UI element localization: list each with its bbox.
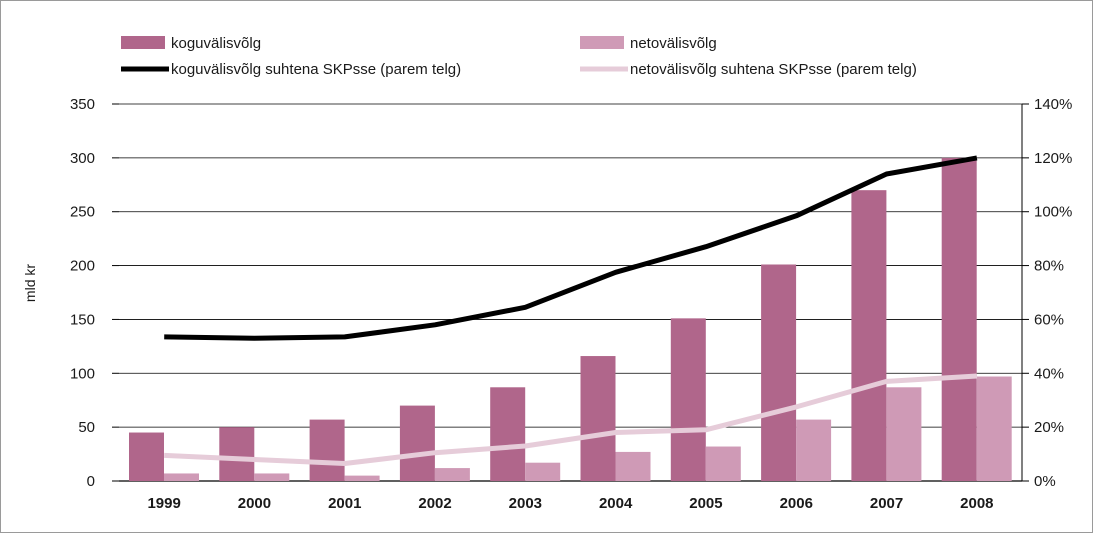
- axes: 0 50 100 150 200 250 300 350 0% 20% 40% 60% 80% 100% 1…: [70, 96, 1072, 512]
- legend-label: netovälisvõlg: [630, 35, 717, 52]
- x-tick-label: 2002: [418, 495, 451, 512]
- legend-swatch: [121, 36, 165, 49]
- bar: [129, 432, 164, 481]
- x-tick-label: 2007: [870, 495, 903, 512]
- bar: [254, 473, 290, 481]
- y2-tick-label: 40%: [1034, 365, 1064, 382]
- y-tick-label: 100: [70, 365, 95, 382]
- series-line: [164, 373, 978, 466]
- bar: [580, 356, 616, 481]
- x-tick-label: 2004: [599, 495, 633, 512]
- x-tick-label: 2000: [238, 495, 271, 512]
- x-tick-label: 2005: [689, 495, 722, 512]
- bar: [525, 462, 561, 481]
- y-tick-label: 300: [70, 150, 95, 167]
- x-tick-label: 2001: [328, 495, 361, 512]
- y-tick-label: 50: [78, 419, 95, 436]
- bar: [490, 387, 526, 481]
- y-tick-label: 150: [70, 311, 95, 328]
- bar: [761, 264, 797, 481]
- bar: [309, 419, 345, 481]
- legend-swatch: [580, 36, 624, 49]
- bar: [615, 451, 651, 481]
- legend-label: koguvälisvõlg: [171, 35, 261, 52]
- series-line: [164, 155, 978, 341]
- bar: [796, 419, 832, 481]
- bar: [399, 405, 435, 481]
- bar: [851, 190, 887, 481]
- lines: [164, 155, 978, 466]
- bar: [164, 473, 199, 481]
- y2-tick-label: 0%: [1034, 473, 1056, 490]
- y-tick-label: 250: [70, 204, 95, 221]
- x-tick-label: 2008: [960, 495, 993, 512]
- y-tick-label: 0: [87, 473, 95, 490]
- x-tick-label: 2003: [509, 495, 542, 512]
- legend-label: koguvälisvõlg suhtena SKPsse (parem telg…: [171, 61, 461, 78]
- bar: [670, 318, 706, 481]
- bar: [705, 446, 741, 481]
- legend-label: netovälisvõlg suhtena SKPsse (parem telg…: [630, 61, 917, 78]
- bar: [434, 468, 470, 481]
- y-axis-label: mld kr: [22, 264, 38, 302]
- bars: [129, 157, 1012, 481]
- bar: [219, 427, 255, 481]
- x-tick-label: 2006: [780, 495, 813, 512]
- bar: [976, 376, 1012, 481]
- bar: [886, 387, 922, 481]
- y2-tick-label: 20%: [1034, 419, 1064, 436]
- legend: koguvälisvõlg netovälisvõlg koguvälisvõlg …: [121, 35, 917, 78]
- bar: [344, 475, 380, 481]
- y2-tick-label: 80%: [1034, 258, 1064, 275]
- x-tick-label: 1999: [147, 495, 180, 512]
- y-tick-label: 350: [70, 96, 95, 113]
- y2-tick-label: 60%: [1034, 311, 1064, 328]
- y-tick-label: 200: [70, 258, 95, 275]
- y2-tick-label: 120%: [1034, 150, 1072, 167]
- bar: [941, 157, 977, 481]
- y2-tick-label: 140%: [1034, 96, 1072, 113]
- y2-tick-label: 100%: [1034, 204, 1072, 221]
